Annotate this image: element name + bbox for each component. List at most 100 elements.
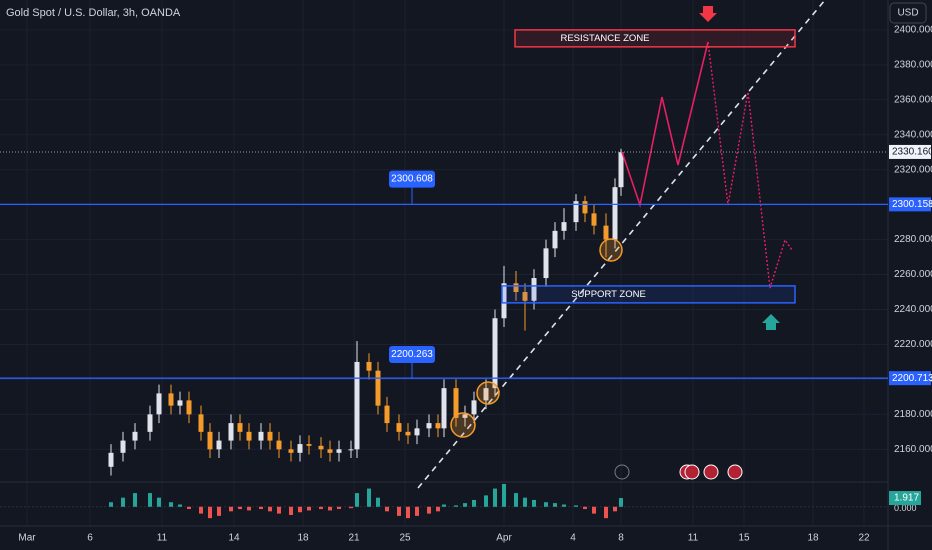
y-tick-label: 2380.000 [894,59,932,70]
indicator-tick: 0.000 [894,503,917,513]
event-icon[interactable] [727,464,743,480]
arrow-up [762,314,780,330]
histogram-bar [562,504,566,507]
x-tick-label: 8 [618,533,624,544]
histogram-bar [376,497,380,507]
indicator-label-bg [889,491,921,506]
histogram-bar [544,502,548,507]
event-icon[interactable] [703,464,719,480]
candle-body [318,445,324,450]
histogram-bar [349,506,353,509]
histogram-bar [613,506,617,512]
histogram-bar [187,506,191,510]
histogram-bar [337,506,341,510]
event-icon[interactable] [614,464,630,480]
x-tick-label: 14 [228,533,240,544]
indicator-label: 1.917 [894,493,919,504]
level-label-bg [889,197,931,212]
candle-body [522,292,528,301]
candle-body [483,388,489,401]
candle-body [492,318,498,389]
highlight [599,238,623,262]
histogram-bar [328,506,332,511]
histogram-bar [307,506,311,511]
histogram-bar [319,506,323,510]
candle-body [120,440,126,453]
projection-dotted [707,41,793,289]
level-label: 2200.713 [892,373,932,384]
histogram-bar [583,506,587,510]
candle-body [228,423,234,441]
currency[interactable]: USD [897,8,918,19]
histogram-bar [268,506,272,512]
y-tick-label: 2400.000 [894,25,932,36]
histogram-bar [553,503,557,507]
highlight [476,381,500,405]
candle-body [276,440,282,450]
candle-body [582,201,588,214]
histogram-bar [247,506,251,511]
candle-body [207,431,213,450]
candle-body [246,431,252,441]
level-label: 2300.158 [892,199,932,210]
candle-body [405,431,411,436]
y-tick-label: 2220.000 [894,339,932,350]
histogram-bar [121,497,125,507]
histogram-bar [604,506,608,519]
candle-body [531,278,537,301]
candle-body [216,440,222,450]
event-icon[interactable] [684,464,700,480]
candle-body [288,449,294,453]
histogram-bar [532,499,536,507]
candle-body [156,393,162,415]
histogram-bar [229,506,233,512]
histogram-bar [484,495,488,507]
chart-title: Gold Spot / U.S. Dollar, 3h, OANDA [6,7,181,19]
histogram-bar [502,484,506,507]
histogram-bar [454,505,458,507]
y-tick-label: 2260.000 [894,269,932,280]
x-tick-label: 11 [688,533,699,544]
y-tick-label: 2240.000 [894,304,932,315]
candle-body [186,400,192,415]
histogram-bar [199,506,203,514]
histogram-bar [436,506,440,512]
candle-body [513,283,519,293]
histogram-bar [493,488,497,507]
currency-button[interactable] [889,2,927,24]
histogram-bar [463,503,467,507]
candle-body [108,452,114,467]
candle-body [354,361,360,450]
histogram-bar [289,506,293,515]
histogram-bar [574,505,578,507]
candle-body [573,201,579,223]
candle-body [198,414,204,432]
histogram-bar [415,506,419,516]
candle-body [348,449,354,451]
histogram-bar [109,502,113,507]
candle-body [177,400,183,406]
candle-body [603,225,609,240]
candle-body [471,400,477,415]
callout-label: 2200.263 [391,349,433,360]
candle-body [375,370,381,406]
candle-body [384,405,390,424]
y-tick-label: 2280.000 [894,234,932,245]
candle-body [258,431,264,441]
x-tick-label: 4 [570,533,576,544]
x-tick-label: Mar [18,533,36,544]
callout-label: 2300.608 [391,174,433,185]
y-tick-label: 2160.000 [894,444,932,455]
x-tick-label: 15 [738,533,750,544]
histogram-bar [619,498,623,507]
candle-body [426,423,432,429]
histogram-bar [277,506,281,514]
candle-body [543,248,549,279]
candle-body [414,428,420,436]
x-tick-label: 18 [807,533,819,544]
x-tick-label: 11 [157,533,168,544]
histogram-bar [238,506,242,510]
candle-body [441,388,447,429]
candle-body [561,222,567,231]
highlight [450,412,476,438]
